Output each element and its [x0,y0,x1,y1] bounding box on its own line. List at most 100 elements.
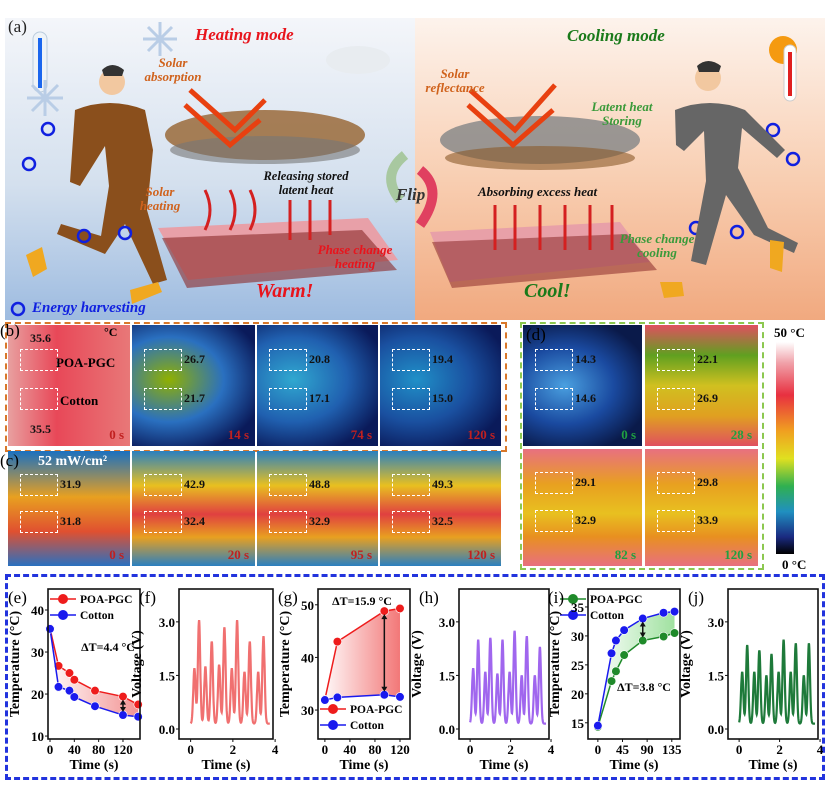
panel-b-border [5,322,507,452]
y-tick-label: 25 [571,658,585,673]
legend-label: POA-PGC [590,594,642,606]
y-tick-label: 10 [31,729,44,744]
difference-fill [597,611,675,727]
panel-charts-border [5,574,825,780]
flip-arrow-up-icon [386,151,409,204]
person-gray-suit [660,61,798,298]
temperature-top: 48.8 [309,477,330,491]
irradiance-label: 52 mW/cm² [38,454,108,469]
data-point-Cotton [395,692,405,702]
data-point-POA-PGC [64,668,75,678]
panel-label: (f) [139,588,156,607]
x-tick-label: 4 [272,742,279,757]
y-tick-label: 0.0 [439,722,455,737]
y-tick-label: 30 [301,703,314,718]
temperature-top: 29.1 [575,475,596,489]
measurement-box [20,388,58,410]
cloud-icon [326,46,390,74]
measurement-box [144,388,182,410]
y-tick-label: 30 [571,629,584,644]
measurement-box [535,388,573,410]
measurement-box [657,349,695,371]
data-point-Cotton [606,648,617,658]
measurement-box [392,388,430,410]
energy-harvesting-label: Energy harvesting [32,300,146,316]
x-tick-label: 0 [595,742,602,757]
legend-marker [328,720,338,730]
temperature-bottom: 14.6 [575,391,596,405]
x-axis-label: Time (s) [609,758,658,773]
panel-label: (e) [8,588,27,607]
series-line-POA-PGC [324,607,401,700]
temperature-top: 26.7 [184,352,205,366]
flip-label: Flip [396,185,426,204]
temperature-top: 35.6 [30,331,51,345]
temperature-bottom: 15.0 [432,391,453,405]
solar-ray-arrows-icon [183,83,557,149]
x-tick-label: 0 [322,742,329,757]
temperature-top: 31.9 [60,477,81,491]
x-tick-label: 40 [343,742,356,757]
snowflake-icon [27,22,177,116]
cooling-mode-title: Cooling mode [567,26,665,45]
solar-absorption-label: Solar absorption [144,55,202,85]
measurement-box [144,349,182,371]
measurement-box [269,511,307,533]
data-point-Cotton [332,692,343,703]
y-tick-label: 50 [301,598,314,613]
chart-f: 0 2 4 0.0 1.5 3.0 Time (s) Voltage (V) (f) [130,588,279,773]
y-tick-label: 1.5 [159,668,176,683]
time-stamp: 74 s [350,427,372,442]
colorbar-max: 50 °C [774,325,805,340]
thermal-image-c-3: 49.3 32.5 120 s [380,451,501,566]
warm-label: Warm! [256,280,314,302]
time-stamp: 120 s [467,427,495,442]
measurement-box [657,510,695,532]
heat-flow-arrows-icon [203,189,614,250]
temperature-top: 20.8 [309,352,330,366]
x-tick-label: 135 [662,742,682,757]
data-point-Cotton [611,635,621,646]
y-tick-label: 20 [571,687,584,702]
colorbar [776,342,794,554]
measurement-box [535,349,573,371]
data-point-Cotton [45,624,55,634]
measurement-box [269,349,307,371]
x-tick-label: 80 [92,742,105,757]
y-tick-label: 3.0 [159,615,175,630]
releasing-heat-label: Releasing stored latent heat [263,169,349,197]
x-tick-label: 40 [68,742,81,757]
measurement-box [392,349,430,371]
legend-label: Cotton [590,610,624,622]
data-point-POA-PGC [69,675,79,685]
plot-frame [317,588,411,740]
x-tick-label: 90 [641,742,654,757]
temperature-bottom: 31.8 [60,514,81,528]
measurement-box [20,349,58,371]
delta-arrow-heads [639,621,646,638]
x-tick-label: 0 [736,742,743,757]
panel-a-label: (a) [8,17,27,36]
y-tick-label: 15 [571,716,585,731]
latent-heat-storing-label: Latent heat Storing [591,99,653,129]
panel-label: (g) [278,588,298,607]
time-stamp: 82 s [614,547,636,562]
time-stamp: 120 s [467,547,495,562]
thermal-image-c-1: 42.9 32.4 20 s [132,451,255,566]
thermal-image-d-0: 14.3 14.6 0 s [523,325,642,446]
plot-frame [178,588,274,740]
temperature-bottom: 17.1 [309,391,330,405]
temperature-bottom: 26.9 [697,391,718,405]
y-tick-label: 3.0 [708,615,724,630]
plot-frame [47,588,141,740]
plot-frame [458,588,550,740]
temperature-bottom: 32.4 [184,514,205,528]
time-stamp: 0 s [621,427,636,442]
thermal-image-b-2: 20.8 17.1 74 s [257,325,378,446]
data-point-POA-PGC [606,676,617,686]
temperature-top: 49.3 [432,477,453,491]
temperature-top: 29.8 [697,475,718,489]
y-tick-label: 0.0 [708,722,724,737]
poa-pgc-label: POA-PGC [56,355,116,370]
thermal-image-c-2: 48.8 32.9 95 s [257,451,378,566]
